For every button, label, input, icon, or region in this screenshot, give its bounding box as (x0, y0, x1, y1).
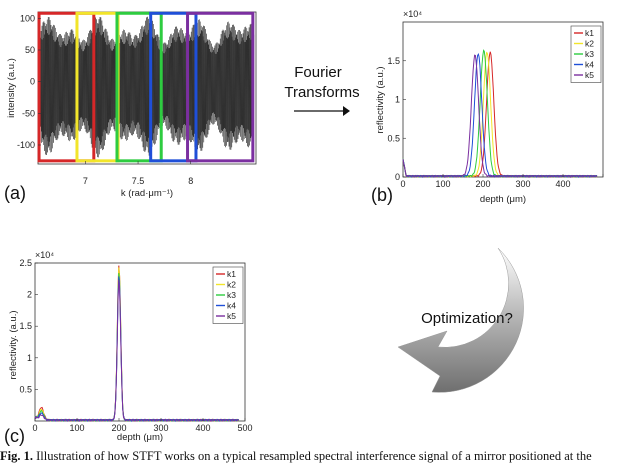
x-tick-label: 200 (111, 423, 126, 433)
x-tick-label: 200 (475, 179, 490, 189)
y-tick-label: -50 (22, 108, 35, 118)
panel-b-y-axis-label: reflectivity (a.u.) (375, 66, 386, 133)
panel-b-x-axis-label: depth (μm) (480, 194, 526, 205)
optimization-label: Optimization? (421, 310, 513, 327)
caption-text: Illustration of how STFT works on a typi… (36, 449, 592, 463)
y-tick-label: 2 (27, 290, 32, 300)
optimization-annotation: Optimization? (397, 247, 524, 393)
panel-b-label: (b) (371, 185, 393, 205)
panel-c-y-axis-label: reflectivity. (a.u.) (8, 311, 19, 380)
panel-b-y-ticks: 0 0.5 1 1.5 (387, 56, 406, 182)
x-tick-label: 400 (555, 179, 570, 189)
legend-entry-k1: k1 (227, 269, 236, 279)
fourier-label-line2: Transforms (284, 84, 359, 101)
y-tick-label: 1 (27, 353, 32, 363)
x-tick-label: 100 (69, 423, 84, 433)
x-tick-label: 400 (195, 423, 210, 433)
stft-window-3 (115, 11, 163, 163)
y-tick-label: 0.5 (19, 384, 32, 394)
x-tick-label: 300 (153, 423, 168, 433)
curved-arrow-icon (397, 247, 524, 393)
x-tick-label: 7.5 (132, 176, 145, 186)
panel-c-series (34, 265, 240, 422)
panel-c: 0.5 1 1.5 2 2.5 0 100 200 300 400 500 ×10⁴ k1k2k3… (4, 250, 253, 446)
figure-caption: Fig. 1. Illustration of how STFT works o… (0, 449, 640, 463)
fourier-transforms-annotation: Fourier Transforms (284, 64, 360, 116)
caption-label: Fig. 1. (0, 449, 33, 463)
legend-entry-k5: k5 (227, 311, 236, 321)
y-tick-label: 0.5 (387, 133, 400, 143)
panel-c-x-ticks: 0 100 200 300 400 500 (32, 418, 253, 433)
panel-c-axes (34, 262, 246, 422)
panel-b-exponent: ×10⁴ (403, 9, 422, 19)
stft-window-1 (37, 11, 96, 163)
legend-entry-k5: k5 (585, 70, 594, 80)
legend-entry-k2: k2 (585, 39, 594, 49)
x-tick-label: 7 (83, 176, 88, 186)
panel-a-x-ticks: 7 7.5 8 (83, 161, 193, 186)
stft-window-5 (186, 11, 255, 163)
x-tick-label: 0 (32, 423, 37, 433)
panel-a-x-axis-label: k (rad·μm⁻¹) (121, 188, 173, 199)
x-tick-label: 500 (237, 423, 252, 433)
y-tick-label: 100 (20, 13, 35, 23)
x-tick-label: 8 (188, 176, 193, 186)
panel-a-y-ticks: -100 -50 0 50 100 (17, 13, 41, 150)
legend-entry-k4: k4 (227, 301, 236, 311)
panel-c-y-ticks: 0.5 1 1.5 2 2.5 (19, 258, 38, 394)
y-tick-label: 0 (30, 77, 35, 87)
x-tick-label: 100 (435, 179, 450, 189)
y-tick-label: 0 (395, 172, 400, 182)
panel-b-series (402, 49, 598, 178)
right-arrow-icon (343, 106, 350, 116)
panel-c-x-axis-label: depth (μm) (117, 432, 163, 443)
series-line-k5 (34, 279, 240, 422)
legend-entry-k4: k4 (585, 60, 594, 70)
legend-entry-k3: k3 (227, 290, 236, 300)
panel-b-axes (402, 21, 604, 178)
fourier-label-line1: Fourier (294, 64, 342, 81)
panel-a-y-axis-label: intensity (a.u.) (6, 58, 17, 118)
panel-c-label: (c) (4, 426, 25, 446)
legend-entry-k2: k2 (227, 280, 236, 290)
legend-entry-k1: k1 (585, 28, 594, 38)
y-tick-label: 50 (25, 45, 35, 55)
y-tick-label: 2.5 (19, 258, 32, 268)
panel-c-exponent: ×10⁴ (35, 250, 54, 260)
y-tick-label: 1 (395, 95, 400, 105)
panel-a-label: (a) (4, 183, 26, 203)
stft-window-4 (149, 11, 198, 163)
panel-a-windows (37, 11, 255, 163)
x-tick-label: 300 (515, 179, 530, 189)
y-tick-label: -100 (17, 140, 35, 150)
legend-entry-k3: k3 (585, 49, 594, 59)
panel-b-x-ticks: 0 100 200 300 400 (400, 174, 604, 189)
x-tick-label: 0 (400, 179, 405, 189)
y-tick-label: 1.5 (19, 321, 32, 331)
series-line-k5 (402, 54, 598, 178)
y-tick-label: 1.5 (387, 56, 400, 66)
